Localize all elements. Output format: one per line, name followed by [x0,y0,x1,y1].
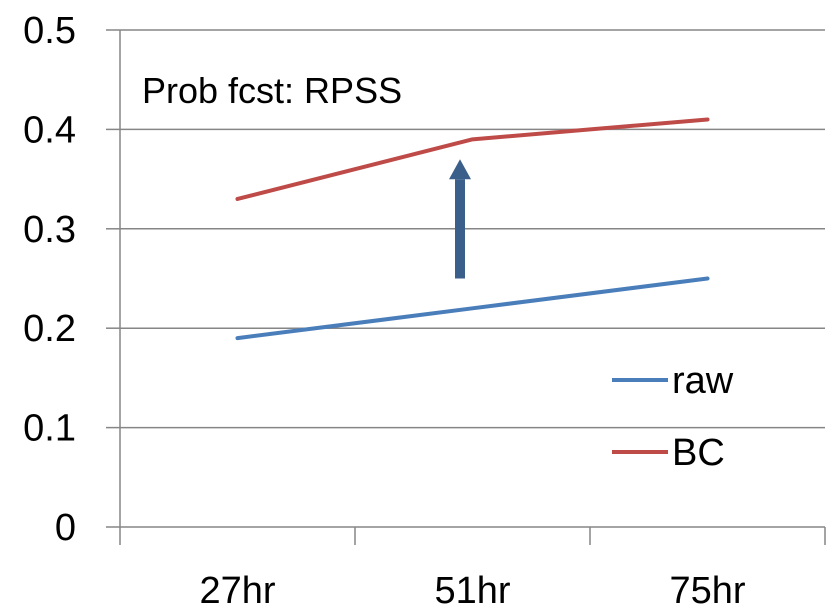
axes [106,29,826,545]
legend: raw BC [612,360,734,474]
y-tick-label: 0.5 [23,10,76,52]
legend-label: BC [672,432,725,474]
x-tick-label: 51hr [434,570,510,612]
y-tick-label: 0 [55,507,76,549]
arrow-head [449,159,471,180]
gridlines [120,29,825,429]
series-line-bc [235,117,710,201]
arrow-shaft [455,179,465,279]
legend-item-raw: raw [612,360,734,402]
y-tick-label: 0.2 [23,308,76,350]
x-tick-label: 27hr [199,570,275,612]
y-tick-label: 0.1 [23,408,76,450]
annotation [449,159,471,279]
series-lines [235,117,710,341]
tick-labels: 0 0.1 0.2 0.3 0.4 0.5 27hr 51hr 75hr [23,10,746,612]
series-line-raw [235,276,710,341]
up-arrow-icon [449,159,471,279]
x-tick-label: 75hr [669,570,745,612]
legend-label: raw [672,360,734,402]
chart-title: Prob fcst: RPSS [142,70,402,111]
legend-item-bc: BC [612,432,725,474]
y-tick-label: 0.3 [23,209,76,251]
y-tick-label: 0.4 [23,109,76,151]
